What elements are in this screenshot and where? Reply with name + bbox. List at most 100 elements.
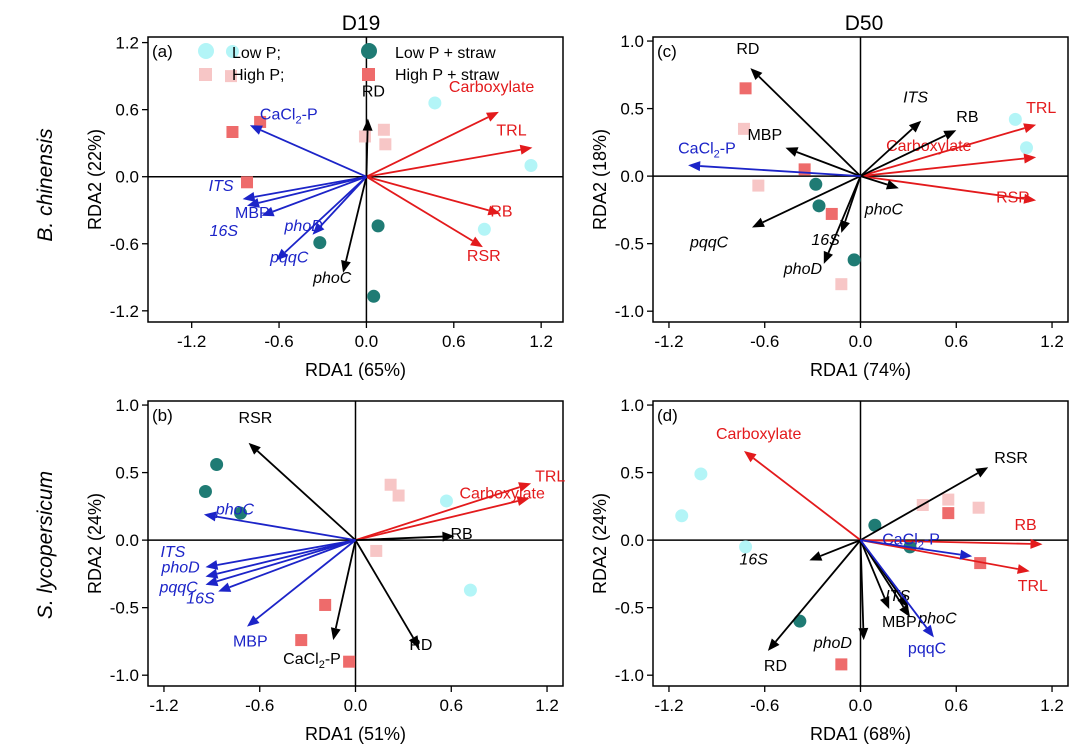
vector-line [284,176,368,254]
y-tick-label: 0.0 [620,167,644,186]
y-tick-label: -1.0 [110,666,139,685]
vector-arrowhead [897,595,909,608]
x-tick-label: 1.2 [535,696,559,715]
y-tick-label: 0.5 [115,464,139,483]
vector-line [355,535,443,542]
point-high-p-straw [295,634,308,647]
vector-label: RSR [994,450,1028,467]
vector-label: ITS [903,90,928,107]
vector-line [860,134,946,177]
vector-label: phoD [813,635,853,652]
point-low-p-straw [367,289,381,303]
vector-label: RSR [467,248,501,265]
vector-line [820,539,861,557]
vector-arrowhead [809,551,823,561]
vector-label: pqqC [689,234,729,251]
vector-arrowhead [487,205,501,216]
vector-line [758,75,862,177]
vector-arrowhead [519,144,533,155]
y-tick-label: -1.0 [615,302,644,321]
vector-label: phoD [284,218,324,235]
vector-label: TRL [1018,578,1048,595]
vector-line [216,539,356,583]
vector-line [827,175,862,254]
vector-label: phoC [312,270,352,287]
point-low-p-straw [313,236,327,250]
vector-arrowhead [261,206,275,217]
y-tick-label: -1.0 [615,666,644,685]
legend-label-high-p-straw: High P + straw [395,67,500,84]
vector-arrowhead [276,248,289,261]
vector-label: Carboxylate [716,426,801,443]
x-tick-label: 1.2 [1040,696,1064,715]
point-low-p [463,583,477,597]
vector-label: RD [764,658,787,675]
vector-label: pqqC [269,250,309,267]
x-tick-label: 0.6 [944,696,968,715]
vector-arrowhead [767,638,780,651]
vector-arrowhead [486,111,499,122]
point-low-p [524,159,538,173]
vector-label: RD [736,41,759,58]
vector-arrowhead [1023,193,1037,204]
x-tick-label: 0.0 [355,332,379,351]
x-tick-label: -1.2 [654,696,683,715]
legend-marker-high-p [199,68,212,81]
vector-arrowhead [442,531,455,542]
vector-arrowhead [943,130,957,140]
vector-line [700,165,861,178]
x-axis-label: RDA1 (74%) [810,360,911,380]
x-tick-label: 0.0 [849,696,873,715]
point-high-p [737,122,750,135]
point-high-p-straw [825,207,838,220]
point-high-p-straw [254,115,267,128]
vector-label: CaCl2-P [283,651,341,671]
point-high-p [972,501,985,514]
point-low-p [439,494,453,508]
vector-line [345,176,368,262]
vector-line [255,539,357,620]
vector-line [354,539,415,639]
y-axis-label: RDA2 (18%) [590,129,610,230]
y-axis-label: RDA2 (24%) [590,493,610,594]
vector-label: TRL [535,468,565,485]
point-low-p [694,467,708,481]
vector-arrowhead [248,442,261,455]
point-high-p [835,278,848,291]
x-tick-label: 0.6 [944,332,968,351]
vector-label: MBP [747,127,782,144]
vector-arrowhead [1023,153,1037,164]
vector-line [366,175,490,212]
vector-arrowhead [922,624,934,638]
vector-label: pqqC [908,640,946,657]
point-low-p-straw [812,199,826,213]
vector-arrowhead [203,511,217,522]
vector-arrowhead [312,222,325,235]
vector-label: 16S [210,223,239,240]
legend: Low P; High P; Low P + straw High P + st… [198,43,500,84]
vector-line [860,175,1025,200]
y-tick-label: 1.0 [115,396,139,415]
vector-line [774,539,862,643]
legend-label-low-p-straw: Low P + straw [395,45,496,62]
x-axis-label: RDA1 (51%) [305,724,406,744]
vector-label: 16S [186,590,215,607]
point-low-p-straw [371,219,385,233]
panel-b: -1.2 -0.6 0.0 0.6 1.2 -1.0 -0.5 0.0 0.5 1.0 RDA1 (… [85,396,565,744]
point-low-p-straw [809,177,823,191]
vector-arrowhead [218,582,232,592]
vector-line [860,175,888,186]
point-high-p [358,130,371,143]
vector-line [366,148,521,178]
vector-label: RD [362,84,385,101]
y-tick-label: -0.5 [110,599,139,618]
legend-marker-high-p-straw [362,68,375,81]
vector-line [229,539,356,589]
vector-label: phoD [160,560,200,577]
y-tick-label: 0.0 [115,168,139,187]
x-tick-label: -1.2 [177,332,206,351]
panel-tag: (a) [152,42,173,61]
vector-line [355,500,519,541]
x-axis-label: RDA1 (68%) [810,724,911,744]
